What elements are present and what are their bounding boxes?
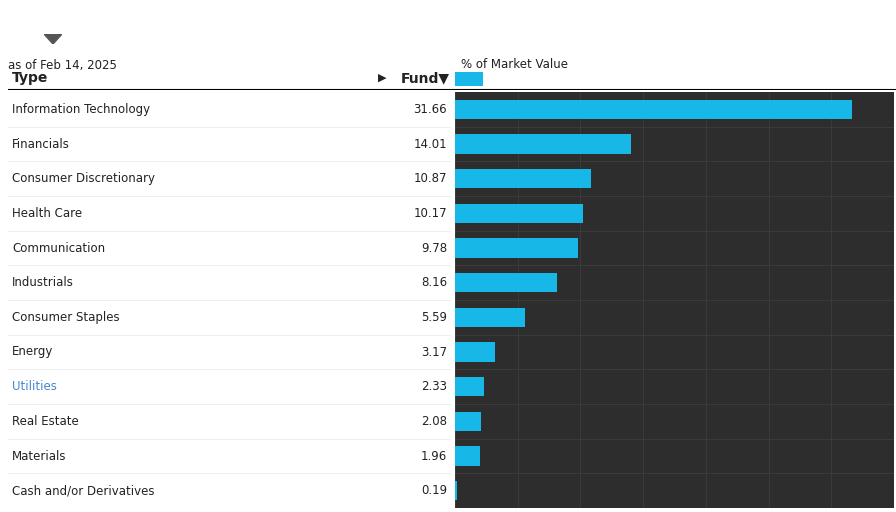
Text: Communication: Communication [12, 242, 105, 254]
Bar [455, 481, 457, 500]
Polygon shape [44, 34, 62, 44]
Text: Consumer Staples: Consumer Staples [12, 311, 120, 324]
Bar [455, 412, 481, 431]
Text: Consumer Discretionary: Consumer Discretionary [12, 172, 155, 185]
Text: Energy: Energy [12, 346, 54, 358]
Bar [455, 135, 631, 154]
Text: Utilities: Utilities [12, 380, 56, 393]
Text: Financials: Financials [12, 138, 70, 151]
Text: as of Feb 14, 2025: as of Feb 14, 2025 [8, 58, 116, 72]
Text: Cash and/or Derivatives: Cash and/or Derivatives [12, 484, 154, 497]
Text: Information Technology: Information Technology [12, 103, 151, 116]
Text: 9.78: 9.78 [421, 242, 447, 254]
Text: Fund▼: Fund▼ [401, 71, 450, 85]
Bar [455, 343, 495, 361]
Bar [455, 204, 582, 223]
Text: 5.59: 5.59 [421, 311, 447, 324]
Text: 1.96: 1.96 [421, 450, 447, 462]
Bar [455, 308, 525, 327]
Text: ▶: ▶ [378, 73, 386, 83]
Text: Health Care: Health Care [12, 207, 82, 220]
Text: Real Estate: Real Estate [12, 415, 79, 428]
Text: 8.16: 8.16 [421, 276, 447, 289]
Bar [455, 100, 852, 119]
Bar [455, 239, 578, 258]
Bar [455, 377, 484, 396]
Text: 10.87: 10.87 [413, 172, 447, 185]
Bar [455, 169, 591, 188]
Text: Industrials: Industrials [12, 276, 73, 289]
Text: % of Market Value: % of Market Value [461, 58, 568, 72]
Text: 14.01: 14.01 [413, 138, 447, 151]
Text: 3.17: 3.17 [421, 346, 447, 358]
Text: 31.66: 31.66 [413, 103, 447, 116]
Bar [455, 273, 557, 292]
Text: 0.19: 0.19 [421, 484, 447, 497]
Text: 10.17: 10.17 [413, 207, 447, 220]
Text: 2.33: 2.33 [421, 380, 447, 393]
Text: Sector: Sector [29, 10, 77, 23]
Bar [455, 72, 483, 86]
Text: Materials: Materials [12, 450, 66, 462]
Text: Type: Type [12, 71, 48, 85]
Bar [455, 446, 479, 465]
Text: 2.08: 2.08 [421, 415, 447, 428]
